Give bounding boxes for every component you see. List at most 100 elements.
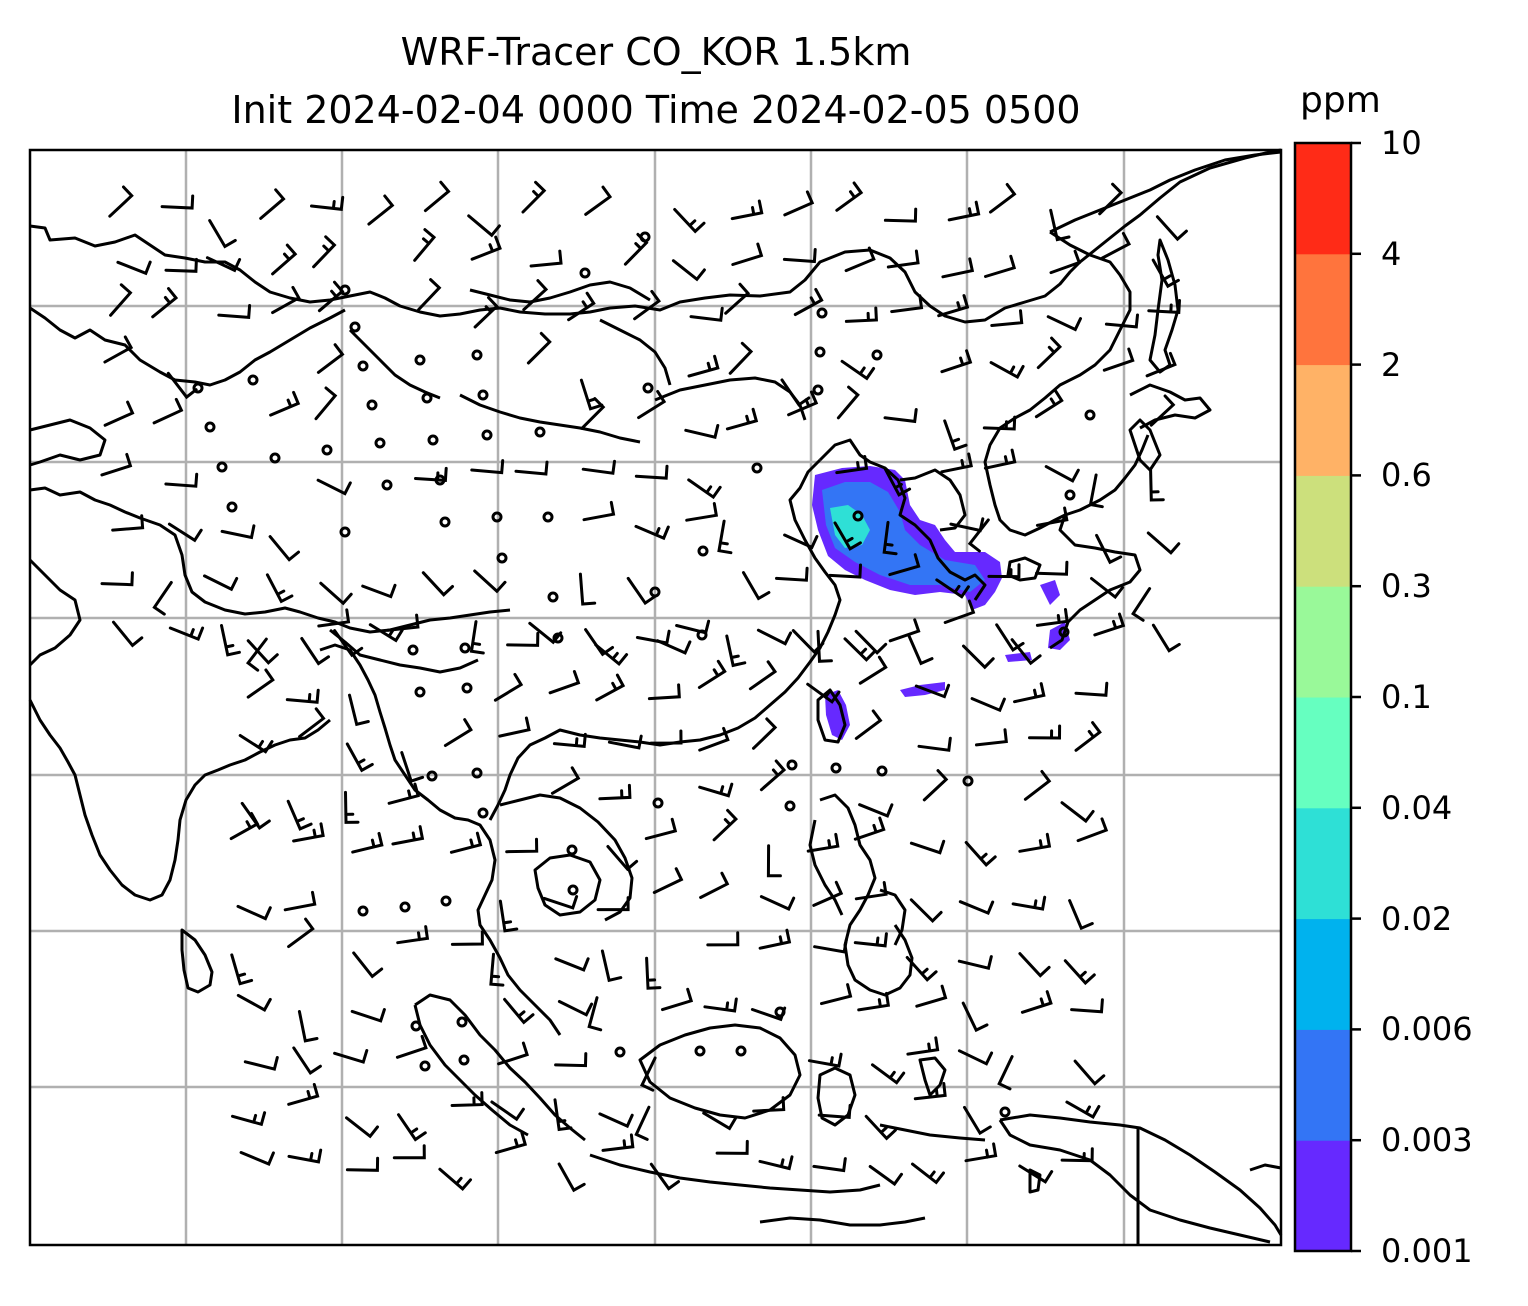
calm-wind-circle xyxy=(427,434,439,446)
wind-barb xyxy=(633,289,661,321)
wind-barb xyxy=(961,1001,989,1033)
wind-barb xyxy=(812,1157,847,1173)
wind-barb xyxy=(548,670,581,695)
wind-barb xyxy=(386,613,420,632)
wind-barb xyxy=(236,993,272,1012)
wind-barb xyxy=(828,563,862,579)
coastlines xyxy=(28,148,1283,1245)
wind-barb xyxy=(917,736,952,752)
wind-barb xyxy=(168,626,205,642)
wind-barb xyxy=(957,955,993,971)
calm-wind-circle xyxy=(349,321,361,333)
wind-barb xyxy=(598,783,632,801)
wind-barb xyxy=(958,900,995,916)
calm-wind-circle xyxy=(751,462,763,474)
wind-barb xyxy=(580,397,606,430)
wind-barb xyxy=(203,574,239,592)
calm-wind-circle xyxy=(381,479,393,491)
calm-wind-circle xyxy=(477,807,489,819)
wind-barb xyxy=(1011,895,1047,911)
wind-barb xyxy=(687,478,722,500)
wind-barb xyxy=(594,643,629,667)
wind-barb xyxy=(259,188,286,220)
calm-wind-circle xyxy=(481,429,493,441)
wind-barb xyxy=(1049,249,1082,275)
wind-barb xyxy=(231,1111,267,1127)
wind-barb xyxy=(417,278,442,312)
wind-barb xyxy=(392,1144,426,1160)
wind-barb xyxy=(725,407,759,431)
wind-barb xyxy=(813,938,848,954)
wind-barb xyxy=(438,1167,472,1192)
wind-barb xyxy=(498,899,519,933)
wind-barb xyxy=(652,867,684,894)
wind-barb xyxy=(890,294,924,314)
calm-wind-circle xyxy=(192,382,204,394)
wind-barb xyxy=(1093,612,1126,637)
wind-barb xyxy=(698,782,734,798)
calm-wind-circle xyxy=(374,437,386,449)
wind-barb xyxy=(649,1162,680,1191)
wind-barb xyxy=(882,520,898,556)
wind-barb xyxy=(348,693,370,727)
calm-wind-circle xyxy=(542,511,554,523)
calm-wind-circle xyxy=(774,1006,786,1018)
wind-barb xyxy=(397,1113,427,1142)
wind-barb xyxy=(152,581,173,616)
calm-wind-circle xyxy=(461,682,473,694)
wind-barb xyxy=(292,1046,322,1075)
calm-wind-circle xyxy=(407,644,419,656)
wind-barb xyxy=(1088,473,1104,509)
wind-barb xyxy=(858,803,894,818)
wind-barb xyxy=(639,1056,657,1092)
map-title-line1: WRF-Tracer CO_KOR 1.5km xyxy=(400,30,912,74)
wind-barb xyxy=(1155,215,1188,242)
wind-barb xyxy=(759,895,796,911)
wind-barb xyxy=(243,1056,279,1071)
wind-barb xyxy=(793,288,824,316)
calm-wind-circle xyxy=(786,759,798,771)
wind-barb xyxy=(990,309,1024,327)
wind-barb xyxy=(391,825,425,846)
wind-barb xyxy=(649,729,683,745)
wind-barb xyxy=(542,895,579,910)
wind-barb xyxy=(529,249,563,268)
wind-barb xyxy=(913,1082,947,1101)
wind-barb xyxy=(596,896,630,912)
wind-barb xyxy=(1149,394,1176,427)
wind-barb xyxy=(333,1049,369,1064)
wind-barb xyxy=(116,260,152,276)
wind-barb xyxy=(285,688,320,704)
calm-wind-circle xyxy=(439,516,451,528)
wind-barb xyxy=(635,629,671,645)
wind-barb xyxy=(208,219,237,249)
wind-barb xyxy=(109,283,133,317)
wind-barb xyxy=(557,1162,586,1193)
calm-wind-circle xyxy=(426,770,438,782)
wind-barb xyxy=(166,371,198,400)
wind-barb xyxy=(982,415,1017,431)
wind-barb xyxy=(606,845,639,872)
wind-barb xyxy=(1090,577,1125,600)
wind-barb xyxy=(756,628,793,646)
plume-secondary-blob xyxy=(825,690,850,740)
colorbar-segment xyxy=(1295,918,1351,1030)
wind-barb xyxy=(160,194,195,210)
wind-barb xyxy=(964,841,997,868)
calm-wind-circle xyxy=(247,374,259,386)
plume-high-concentration xyxy=(830,505,870,548)
wind-barb xyxy=(717,519,733,555)
wind-barb xyxy=(522,279,549,312)
plume-secondary-blob xyxy=(1040,580,1060,605)
wind-barb xyxy=(812,880,844,907)
calm-wind-circle xyxy=(226,501,238,513)
wind-barb xyxy=(1151,623,1181,653)
calm-wind-circle xyxy=(649,586,661,598)
colorbar-segment xyxy=(1295,807,1351,920)
wind-barb xyxy=(598,1112,634,1129)
wind-barb xyxy=(858,655,888,685)
wind-barb xyxy=(1028,724,1062,740)
wind-barb xyxy=(469,620,485,655)
wind-barb xyxy=(450,1091,484,1107)
